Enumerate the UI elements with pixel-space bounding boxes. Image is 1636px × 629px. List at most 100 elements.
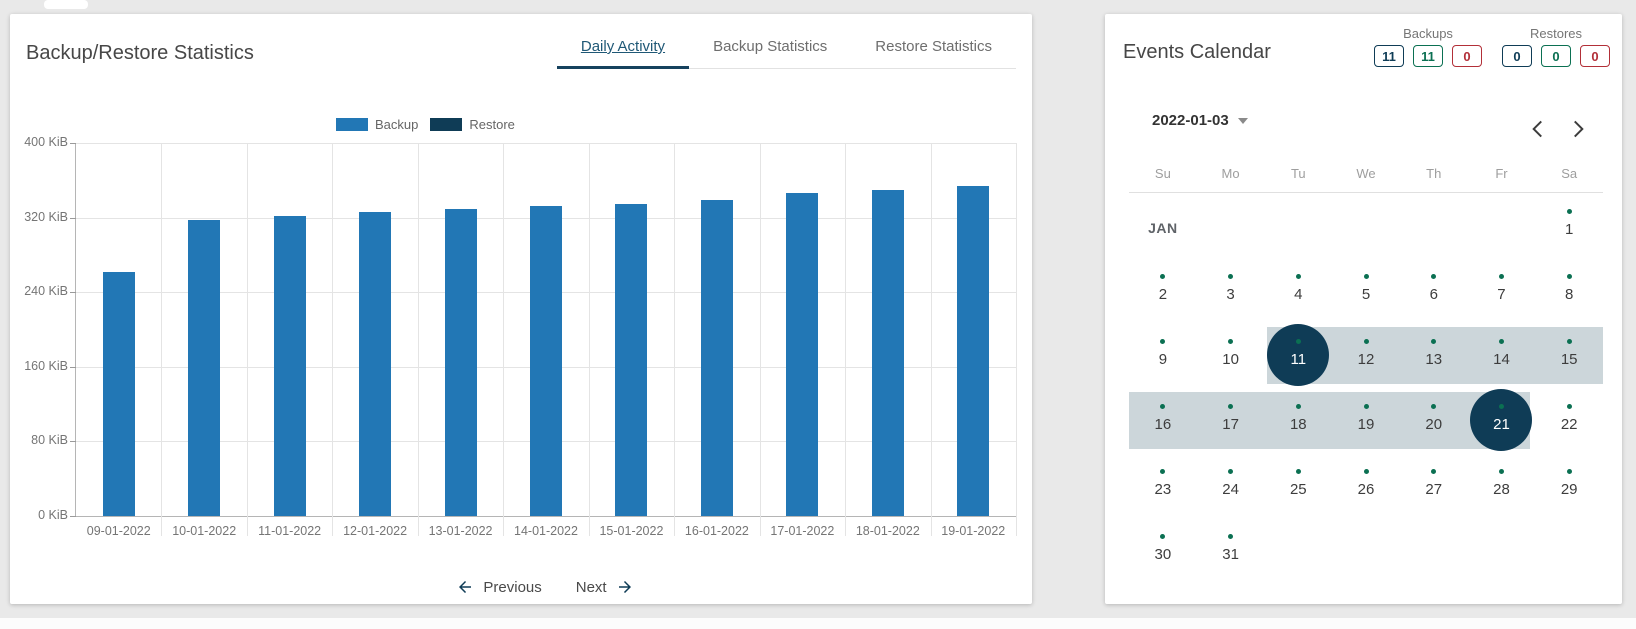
calendar-day[interactable]: 23 xyxy=(1129,453,1197,518)
counter-box: 0 xyxy=(1580,45,1610,67)
x-axis-label: 09-01-2022 xyxy=(86,524,151,538)
calendar-day[interactable]: 24 xyxy=(1197,453,1265,518)
event-dot xyxy=(1566,339,1572,344)
chart-bar xyxy=(530,206,562,516)
calendar-day[interactable]: 20 xyxy=(1400,388,1468,453)
calendar-day[interactable]: 9 xyxy=(1129,323,1197,388)
calendar-day[interactable]: 17 xyxy=(1197,388,1265,453)
calendar-day[interactable]: 5 xyxy=(1332,258,1400,323)
counter-box: 11 xyxy=(1374,45,1404,67)
calendar-day[interactable]: 19 xyxy=(1332,388,1400,453)
calendar-day[interactable]: 15 xyxy=(1535,323,1603,388)
event-dot xyxy=(1160,469,1166,474)
y-tick xyxy=(70,292,76,294)
calendar-day[interactable]: 8 xyxy=(1535,258,1603,323)
event-dot xyxy=(1566,209,1572,214)
dropdown-caret-icon xyxy=(1237,117,1248,124)
next-button[interactable]: Next xyxy=(576,578,634,596)
v-gridline xyxy=(759,143,761,536)
day-number: 1 xyxy=(1565,221,1574,238)
calendar-day[interactable]: 4 xyxy=(1264,258,1332,323)
v-gridline xyxy=(332,143,334,536)
y-tick xyxy=(70,516,76,517)
chart-bar xyxy=(871,189,904,516)
day-number: 26 xyxy=(1357,481,1375,498)
calendar-day[interactable]: 29 xyxy=(1535,453,1603,518)
event-dot xyxy=(1295,469,1301,474)
event-counters: Backups 11 11 0 Restores 0 0 0 xyxy=(1374,26,1610,67)
y-axis-label: 80 KiB xyxy=(31,433,68,448)
v-gridline xyxy=(1016,143,1017,536)
calendar-day[interactable]: 28 xyxy=(1468,453,1536,518)
previous-button[interactable]: Previous xyxy=(456,578,542,596)
day-number: 8 xyxy=(1565,286,1574,303)
calendar-day[interactable]: 2 xyxy=(1129,258,1197,323)
calendar-title: Events Calendar xyxy=(1123,41,1271,63)
calendar-day[interactable]: 25 xyxy=(1264,453,1332,518)
arrow-left-icon xyxy=(459,581,472,593)
tab-restore-statistics[interactable]: Restore Statistics xyxy=(875,38,992,55)
tab-strip: Daily Activity Backup Statistics Restore S… xyxy=(556,28,1016,69)
calendar-next-button[interactable] xyxy=(1565,116,1591,142)
calendar-day-empty xyxy=(1332,518,1400,583)
event-dot xyxy=(1363,404,1369,409)
calendar-day[interactable]: 6 xyxy=(1400,258,1468,323)
event-dot xyxy=(1431,339,1437,344)
calendar-day[interactable]: 3 xyxy=(1197,258,1265,323)
scrollbar-thumb[interactable] xyxy=(44,0,88,9)
bottom-strip xyxy=(0,618,1636,629)
date-selector-value: 2022-01-03 xyxy=(1152,112,1229,129)
chart-bar xyxy=(188,220,221,516)
calendar-prev-button[interactable] xyxy=(1525,116,1551,142)
weekday-label: Th xyxy=(1426,166,1442,181)
calendar-day[interactable]: 30 xyxy=(1129,518,1197,583)
x-axis-label: 19-01-2022 xyxy=(941,524,1006,538)
tab-backup-statistics[interactable]: Backup Statistics xyxy=(713,38,828,55)
calendar: Su Mo Tu We Th Fr Sa JAN 1 2 3 4 5 6 7 8 9 10 11 12 13 14 15 1… xyxy=(1129,163,1603,583)
v-gridline xyxy=(674,143,676,536)
calendar-day[interactable]: 10 xyxy=(1197,323,1265,388)
tab-daily-activity[interactable]: Daily Activity xyxy=(556,28,690,69)
counter-group-label: Restores xyxy=(1529,26,1583,41)
day-number: 30 xyxy=(1154,546,1172,563)
event-dot xyxy=(1363,469,1369,474)
calendar-day[interactable]: 22 xyxy=(1535,388,1603,453)
day-number: 14 xyxy=(1493,351,1510,368)
calendar-day[interactable]: 16 xyxy=(1129,388,1197,453)
calendar-day[interactable]: 1 xyxy=(1535,193,1603,258)
calendar-day[interactable]: 13 xyxy=(1400,323,1468,388)
x-axis-label: 18-01-2022 xyxy=(855,524,920,538)
counter-boxes: 11 11 0 xyxy=(1374,45,1482,67)
legend-swatch xyxy=(336,118,368,131)
event-dot xyxy=(1228,534,1234,539)
calendar-day[interactable]: 7 xyxy=(1468,258,1536,323)
event-dot xyxy=(1566,469,1572,474)
calendar-day-empty xyxy=(1400,193,1468,258)
calendar-day[interactable]: 27 xyxy=(1400,453,1468,518)
calendar-day[interactable]: 12 xyxy=(1332,323,1400,388)
day-number: 22 xyxy=(1560,416,1578,433)
event-dot xyxy=(1566,404,1572,409)
event-dot xyxy=(1228,339,1234,344)
event-dot xyxy=(1431,469,1437,474)
arrow-right-icon xyxy=(618,581,631,593)
x-axis-label: 12-01-2022 xyxy=(343,524,408,538)
calendar-row: 9 10 11 12 13 14 15 xyxy=(1129,323,1603,388)
chart-bar xyxy=(444,209,477,516)
calendar-day[interactable]: 11 xyxy=(1264,323,1332,388)
events-calendar-card: Events Calendar Backups 11 11 0 Restores 0 0 0 … xyxy=(1105,14,1622,604)
chevron-left-icon xyxy=(1532,120,1542,138)
calendar-day[interactable]: 21 xyxy=(1468,388,1536,453)
calendar-day[interactable]: 31 xyxy=(1197,518,1265,583)
date-selector[interactable]: 2022-01-03 xyxy=(1152,112,1248,129)
pagination: Previous Next xyxy=(75,578,1015,596)
day-number: 16 xyxy=(1154,416,1172,433)
calendar-day[interactable]: 14 xyxy=(1468,323,1536,388)
event-dot xyxy=(1160,534,1166,539)
y-axis-label: 320 KiB xyxy=(24,209,68,224)
x-axis-label: 15-01-2022 xyxy=(599,524,664,538)
counter-box: 11 xyxy=(1413,45,1443,67)
chart-bar xyxy=(359,212,392,516)
calendar-day[interactable]: 26 xyxy=(1332,453,1400,518)
calendar-day[interactable]: 18 xyxy=(1264,388,1332,453)
